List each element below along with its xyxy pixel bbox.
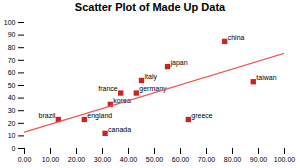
svg-text:china: china <box>228 34 245 41</box>
svg-text:canada: canada <box>108 126 131 133</box>
svg-text:10: 10 <box>8 132 16 139</box>
svg-text:30.00: 30.00 <box>94 156 112 163</box>
svg-text:70: 70 <box>8 57 16 64</box>
svg-text:italy: italy <box>145 73 158 81</box>
svg-text:20: 20 <box>8 120 16 127</box>
svg-text:france: france <box>98 85 118 92</box>
svg-text:10.00: 10.00 <box>42 156 60 163</box>
svg-text:0.00: 0.00 <box>18 156 32 163</box>
svg-text:90: 90 <box>8 31 16 38</box>
svg-text:greece: greece <box>191 112 213 120</box>
svg-text:brazil: brazil <box>39 112 56 119</box>
svg-text:taiwan: taiwan <box>256 74 276 81</box>
svg-text:70.00: 70.00 <box>198 156 216 163</box>
svg-text:60.00: 60.00 <box>172 156 190 163</box>
svg-text:100.00: 100.00 <box>274 156 296 163</box>
svg-text:30: 30 <box>8 107 16 114</box>
svg-text:60: 60 <box>8 69 16 76</box>
svg-text:korea: korea <box>113 96 131 104</box>
svg-text:40.00: 40.00 <box>120 156 138 163</box>
svg-text:80: 80 <box>8 44 16 51</box>
svg-text:40: 40 <box>8 94 16 101</box>
svg-text:japan: japan <box>170 59 188 67</box>
svg-text:80.00: 80.00 <box>224 156 242 163</box>
svg-text:0: 0 <box>12 145 16 152</box>
svg-text:england: england <box>87 112 112 120</box>
svg-text:100: 100 <box>4 19 16 26</box>
html-text:Scatter Plot of Made Up Data: Scatter Plot of Made Up Data <box>74 1 226 13</box>
svg-text:90.00: 90.00 <box>250 156 268 163</box>
svg-text:50.00: 50.00 <box>146 156 164 163</box>
svg-text:50: 50 <box>8 82 16 89</box>
svg-text:germany: germany <box>139 85 167 93</box>
svg-text:20.00: 20.00 <box>68 156 86 163</box>
